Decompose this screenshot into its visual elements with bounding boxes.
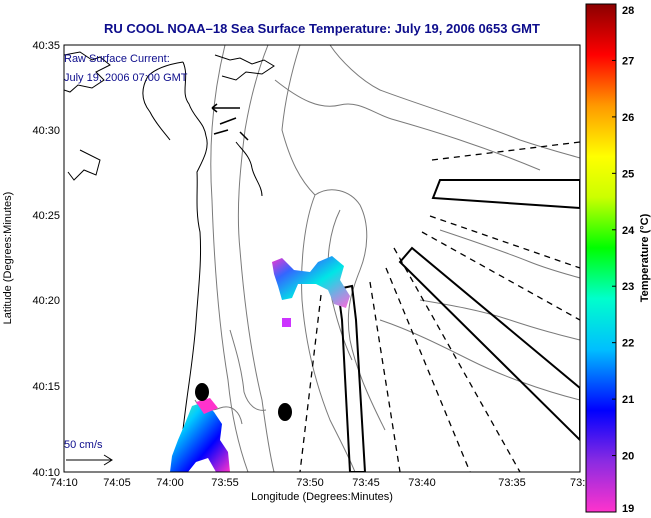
range-sector-outline — [336, 284, 367, 472]
current-vector — [219, 117, 237, 125]
x-axis: 74:10 74:05 74:00 73:55 73:50 73:45 73:4… — [50, 477, 591, 503]
colorbar: Temperature (°C) 28 27 26 25 24 23 22 21 20 19 — [585, 3, 651, 515]
colorbar-tick-label: 23 — [622, 281, 634, 293]
scale-label: 50 cm/s — [64, 439, 103, 451]
contour-line — [329, 45, 580, 159]
map-background — [64, 45, 580, 472]
coastline-bay — [142, 61, 184, 141]
y-tick-label: 40:25 — [32, 210, 60, 222]
x-tick-label: 73:40 — [408, 477, 436, 489]
contour-line — [379, 319, 580, 401]
colorbar-tick-label: 19 — [622, 503, 634, 515]
coastline-river — [235, 141, 263, 197]
sst-patch-fragment — [282, 318, 291, 327]
x-tick-label: 73:55 — [211, 477, 239, 489]
range-sector-outline — [398, 246, 580, 442]
coastline-inland — [214, 54, 275, 81]
contour-line — [210, 45, 249, 472]
scale-arrow — [66, 454, 113, 466]
range-ray — [429, 215, 580, 269]
radar-station-marker — [278, 403, 292, 421]
map-plot-area: 50 cm/s Raw Surface Current: July 19, 20… — [64, 45, 580, 472]
annotation-line-1: Raw Surface Current: — [64, 53, 170, 65]
sst-patch-nearshore — [170, 402, 230, 472]
current-vector — [211, 103, 240, 113]
sst-patch-offshore — [272, 256, 350, 308]
range-ray — [299, 294, 322, 472]
surface-current-vectors — [211, 103, 249, 141]
sst-patches — [170, 256, 350, 472]
contour-line — [229, 329, 267, 411]
x-axis-label: Longitude (Degrees:Minutes) — [251, 491, 393, 503]
current-vector — [213, 129, 229, 135]
colorbar-tick-label: 22 — [622, 338, 634, 350]
range-ray — [385, 267, 471, 472]
x-tick-label: 73:35 — [498, 477, 526, 489]
coastline-inland — [64, 51, 111, 93]
range-ray — [431, 141, 580, 161]
annotation-line-2: July 19, 2006 07:00 GMT — [64, 72, 188, 84]
x-tick-label: 73:50 — [296, 477, 324, 489]
y-tick-label: 40:15 — [32, 381, 60, 393]
x-tick-label: 74:00 — [156, 477, 184, 489]
contour-line — [281, 45, 356, 472]
x-tick-label: 73:45 — [352, 477, 380, 489]
y-tick-label: 40:20 — [32, 295, 60, 307]
colorbar-tick-label: 25 — [622, 168, 634, 180]
colorbar-gradient — [585, 3, 617, 513]
colorbar-title: Temperature (°C) — [639, 213, 651, 302]
y-axis: 40:35 40:30 40:25 40:20 40:15 40:10 Lati… — [2, 40, 60, 479]
scale-arrow-head — [103, 454, 113, 466]
coastline — [64, 51, 275, 472]
range-ray — [421, 231, 580, 321]
current-vector — [239, 131, 249, 141]
coastline-shore — [177, 61, 208, 472]
colorbar-tick-label: 28 — [622, 5, 634, 17]
radar-sectors — [299, 141, 580, 472]
radar-station-marker — [195, 383, 209, 401]
y-tick-label: 40:10 — [32, 467, 60, 479]
y-tick-label: 40:30 — [32, 125, 60, 137]
colorbar-tick-label: 21 — [622, 394, 634, 406]
sst-patch-fragment — [196, 398, 218, 414]
range-sector-outline — [431, 179, 580, 210]
plot-frame — [63, 44, 581, 473]
colorbar-tick-label: 24 — [622, 225, 635, 237]
y-axis-label: Latitude (Degrees:Minutes) — [2, 192, 14, 325]
figure-title: RU COOL NOAA–18 Sea Surface Temperature:… — [104, 21, 540, 36]
y-tick-label: 40:35 — [32, 40, 60, 52]
colorbar-tick-label: 27 — [622, 55, 634, 67]
coastline-inland — [67, 149, 101, 181]
contour-line — [237, 45, 275, 472]
x-tick-label: 74:05 — [103, 477, 131, 489]
colorbar-tick-label: 20 — [622, 451, 634, 463]
range-rays — [299, 141, 580, 472]
contour-line — [419, 299, 580, 341]
contour-line — [439, 229, 580, 279]
x-tick-label: 74:10 — [50, 477, 78, 489]
colorbar-tick-label: 26 — [622, 112, 634, 124]
contour-line — [274, 79, 541, 171]
range-ray — [393, 247, 521, 472]
colorbar-ticks: 28 27 26 25 24 23 22 21 20 19 — [612, 3, 635, 515]
